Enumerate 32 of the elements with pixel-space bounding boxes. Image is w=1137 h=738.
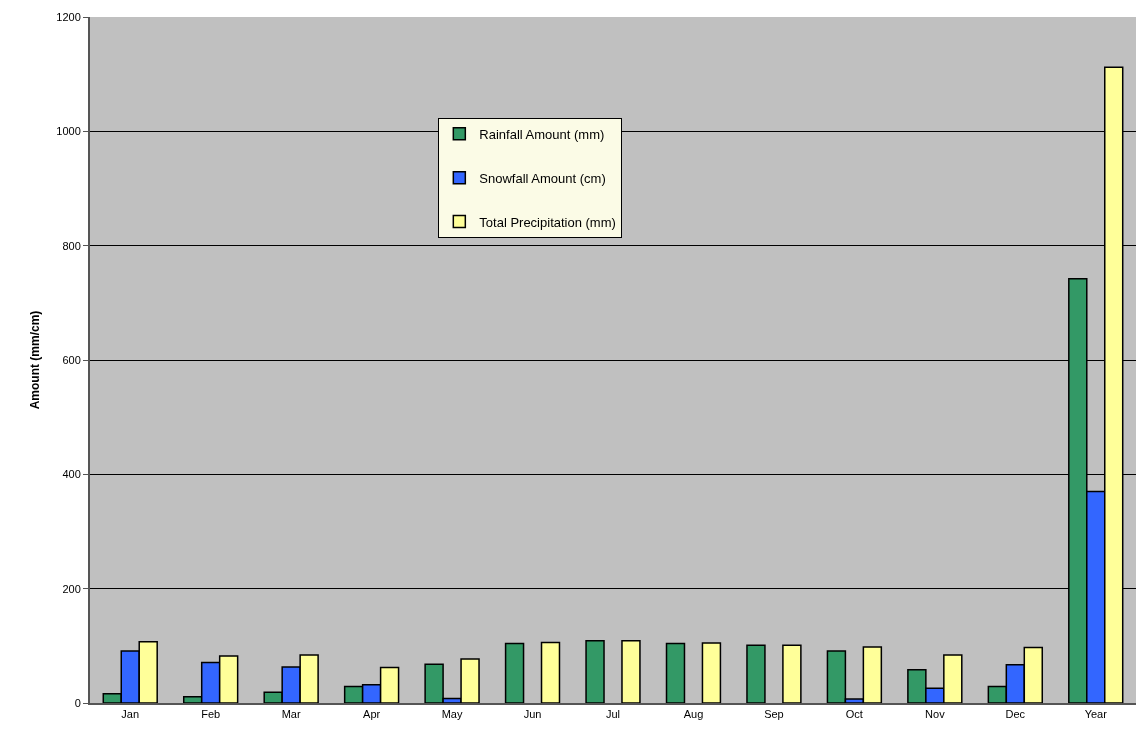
x-tick-label: Jan bbox=[121, 708, 140, 721]
bar bbox=[782, 644, 802, 703]
y-tick-label: 400 bbox=[62, 468, 81, 481]
bar bbox=[701, 642, 722, 703]
y-tick-label: 1000 bbox=[56, 125, 81, 138]
x-tick-label: Mar bbox=[281, 708, 301, 721]
x-tick-label: Year bbox=[1084, 708, 1108, 721]
legend-label: Snowfall Amount (cm) bbox=[479, 170, 606, 186]
bar bbox=[746, 644, 766, 703]
x-tick-label: Aug bbox=[683, 708, 704, 721]
y-tick-label: 200 bbox=[62, 582, 81, 595]
x-tick-label: Sep bbox=[764, 708, 784, 721]
x-tick-label: May bbox=[441, 708, 463, 721]
x-tick-label: Apr bbox=[363, 708, 381, 721]
legend-label: Total Precipitation (mm) bbox=[479, 214, 616, 230]
bar bbox=[665, 642, 686, 703]
x-tick-label: Jun bbox=[523, 708, 542, 721]
bar bbox=[621, 639, 641, 703]
bar bbox=[504, 642, 525, 703]
x-tick-label: Nov bbox=[925, 708, 946, 721]
y-axis-title: Amount (mm/cm) bbox=[28, 310, 43, 410]
legend-label: Rainfall Amount (mm) bbox=[479, 126, 605, 142]
bar bbox=[540, 641, 561, 703]
x-tick-label: Jul bbox=[605, 708, 621, 721]
y-tick-label: 0 bbox=[74, 696, 81, 709]
y-tick-label: 800 bbox=[62, 239, 81, 252]
x-tick-label: Feb bbox=[201, 708, 221, 721]
y-tick-label: 600 bbox=[62, 353, 81, 366]
x-tick-label: Dec bbox=[1005, 708, 1026, 721]
bar bbox=[585, 639, 605, 703]
x-tick-label: Oct bbox=[845, 708, 863, 721]
y-tick-label: 1200 bbox=[56, 10, 81, 23]
